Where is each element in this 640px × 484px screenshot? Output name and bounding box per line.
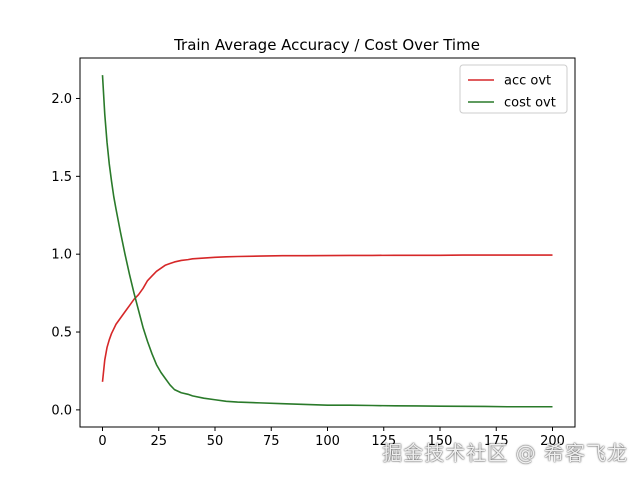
y-tick-label: 1.0 <box>51 248 72 263</box>
y-tick-label: 1.5 <box>51 170 72 185</box>
legend: acc ovt cost ovt <box>459 64 568 114</box>
y-tick-label: 0.5 <box>51 326 72 341</box>
x-tick-label: 150 <box>428 434 453 449</box>
x-tick-label: 125 <box>371 434 396 449</box>
series-layer <box>101 75 553 408</box>
x-axis: 0 25 50 75 100 125 150 175 200 <box>98 427 565 449</box>
x-tick-label: 50 <box>207 434 224 449</box>
chart-title: Train Average Accuracy / Cost Over Time <box>173 36 480 54</box>
y-axis: 0.0 0.5 1.0 1.5 2.0 <box>51 92 80 418</box>
x-tick-label: 0 <box>98 434 106 449</box>
series-line-cost-ovt <box>101 75 553 408</box>
y-tick-label: 0.0 <box>51 403 72 418</box>
x-tick-label: 75 <box>263 434 280 449</box>
legend-label: cost ovt <box>504 96 556 111</box>
x-tick-label: 200 <box>540 434 565 449</box>
y-tick-label: 2.0 <box>51 92 72 107</box>
x-tick-label: 175 <box>484 434 509 449</box>
watermark-text: 掘金技术社区 @ 希客飞龙 <box>382 441 628 465</box>
legend-box <box>459 64 568 114</box>
x-tick-label: 100 <box>315 434 340 449</box>
series-line-acc-ovt <box>101 254 553 382</box>
legend-label: acc ovt <box>504 74 551 89</box>
x-tick-label: 25 <box>150 434 167 449</box>
